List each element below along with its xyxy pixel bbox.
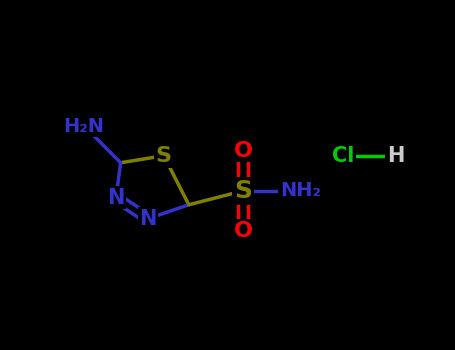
Text: O: O: [234, 140, 253, 161]
Text: O: O: [234, 221, 253, 241]
Text: N: N: [107, 188, 125, 208]
Text: H: H: [387, 146, 404, 166]
Text: S: S: [156, 146, 172, 166]
Text: H₂N: H₂N: [64, 117, 105, 135]
Text: N: N: [139, 209, 157, 229]
Text: Cl: Cl: [332, 146, 355, 166]
Text: NH₂: NH₂: [280, 181, 321, 200]
Text: S: S: [234, 179, 253, 203]
